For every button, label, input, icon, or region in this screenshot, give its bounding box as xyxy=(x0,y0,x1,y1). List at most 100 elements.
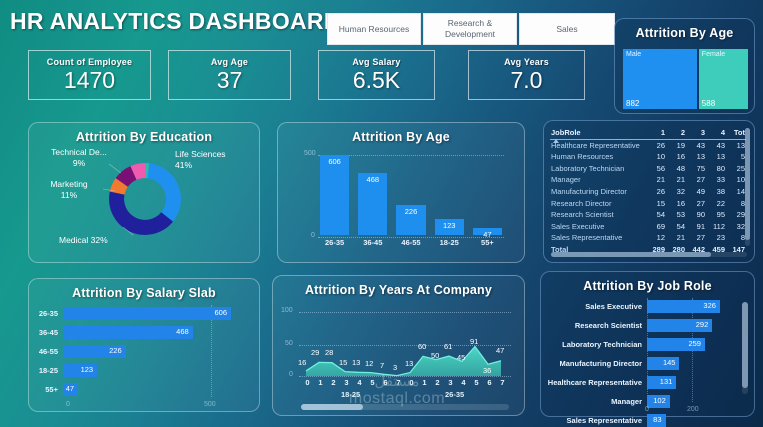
cell-role: Research Scientist xyxy=(551,210,614,220)
treemap-cell-value: 588 xyxy=(701,99,716,108)
table-horizontal-scrollbar[interactable] xyxy=(551,252,747,257)
col-header-3[interactable]: 3 xyxy=(686,127,706,140)
bar-26-35[interactable]: 606 xyxy=(63,306,231,320)
bar-row[interactable]: Research Scientist 292 xyxy=(541,317,754,333)
treemap-cell-male[interactable]: Male 882 xyxy=(623,49,697,109)
column-bar-55plus[interactable]: 47 xyxy=(472,227,503,239)
jobrole-vertical-scrollbar[interactable] xyxy=(742,302,748,394)
bar-row[interactable]: Healthcare Representative 131 xyxy=(541,374,754,390)
tab-sales[interactable]: Sales xyxy=(519,13,615,45)
bar-55plus[interactable]: 47 xyxy=(63,382,79,396)
kpi-label: Avg Years xyxy=(504,57,549,68)
table-row[interactable]: Research Director 15 16 27 22 8 xyxy=(550,198,746,210)
bar-healthcare-representative[interactable]: 131 xyxy=(647,375,677,389)
table-row[interactable]: Sales Representative 12 21 27 23 8 xyxy=(550,232,746,244)
donut-slice-other[interactable] xyxy=(130,162,146,180)
bar-36-45[interactable]: 468 xyxy=(63,325,193,339)
bar-row[interactable]: Sales Representative 83 xyxy=(541,412,754,427)
donut-slice-marketing[interactable] xyxy=(109,178,128,195)
bar-row[interactable]: 55+ 47 xyxy=(29,381,259,397)
col-header-4[interactable]: 4 xyxy=(706,127,726,140)
kpi-value: 37 xyxy=(216,67,243,94)
bar-research-scientist[interactable]: 292 xyxy=(647,318,713,332)
bar-sales-representative[interactable]: 83 xyxy=(647,413,666,427)
bar-laboratory-technician[interactable]: 259 xyxy=(647,337,705,351)
x-tick: 4 xyxy=(461,378,466,387)
column-item[interactable]: 123 xyxy=(434,155,464,235)
cell-role: Human Resources xyxy=(551,152,614,162)
x-tick: 55+ xyxy=(481,238,494,247)
bar-manager[interactable]: 102 xyxy=(647,394,670,408)
table-row[interactable]: Research Scientist 54 53 90 95 29 xyxy=(550,209,746,221)
bar-row[interactable]: Sales Executive 326 xyxy=(541,298,754,314)
column-bar-46-55[interactable]: 226 xyxy=(396,205,426,235)
bar-sales-executive[interactable]: 326 xyxy=(647,299,720,313)
column-bar-36-45[interactable]: 468 xyxy=(358,173,388,235)
point-label: 16 xyxy=(298,358,307,367)
sort-ascending-icon[interactable] xyxy=(553,139,559,143)
donut-slice-life-sciences-b[interactable] xyxy=(161,210,176,222)
point-label: 29 xyxy=(311,348,320,357)
cell-c4: 23 xyxy=(716,233,725,243)
scrollbar-thumb[interactable] xyxy=(745,128,750,240)
cell-total: 147 xyxy=(732,244,745,254)
y-tick-50: 50 xyxy=(285,340,293,347)
tab-human-resources[interactable]: Human Resources xyxy=(327,13,421,45)
scrollbar-thumb[interactable] xyxy=(551,252,711,257)
table-row[interactable]: Manager 21 21 27 33 10 xyxy=(550,174,746,186)
treemap-chart: Male 882 Female 588 xyxy=(623,49,748,109)
cell-c4: 22 xyxy=(716,198,725,208)
area-chart: 100 50 0 16 29 28 15 13 12 7 3 13 60 50 … xyxy=(273,300,526,417)
col-header-1[interactable]: 1 xyxy=(646,127,666,140)
table-row[interactable]: Human Resources 10 16 13 13 5 xyxy=(550,151,746,163)
donut-slice-human-resources[interactable] xyxy=(145,163,150,179)
bar-category: Laboratory Technician xyxy=(562,339,642,349)
bar-18-25[interactable]: 123 xyxy=(63,363,98,377)
column-item[interactable]: 606 xyxy=(320,155,350,235)
table-row[interactable]: Laboratory Technician 56 48 75 80 25 xyxy=(550,163,746,175)
treemap-cell-female[interactable]: Female 588 xyxy=(698,49,748,109)
area-horizontal-scrollbar[interactable] xyxy=(301,404,509,410)
bar-manufacturing-director[interactable]: 145 xyxy=(647,356,680,370)
bar-row[interactable]: 46-55 226 xyxy=(29,343,259,359)
table-row[interactable]: Manufacturing Director 26 32 49 38 14 xyxy=(550,186,746,198)
col-header-jobrole[interactable]: JobRole xyxy=(550,127,646,140)
x-tick-500: 500 xyxy=(204,401,216,408)
x-tick: 36-45 xyxy=(363,238,383,247)
bar-46-55[interactable]: 226 xyxy=(63,344,126,358)
column-item[interactable]: 47 xyxy=(472,155,503,239)
col-header-2[interactable]: 2 xyxy=(666,127,686,140)
donut-label-pct: 11% xyxy=(60,189,78,200)
kpi-value: 7.0 xyxy=(510,67,543,94)
donut-slice-technical-degree[interactable] xyxy=(115,166,137,187)
bar-row[interactable]: 18-25 123 xyxy=(29,362,259,378)
col-header-total[interactable]: Tot xyxy=(726,127,746,140)
scrollbar-thumb[interactable] xyxy=(301,404,363,410)
column-item[interactable]: 468 xyxy=(358,155,388,235)
cell-c4: 80 xyxy=(716,163,725,173)
column-item[interactable]: 226 xyxy=(396,155,426,235)
cell-role: Total xyxy=(551,244,569,254)
table-vertical-scrollbar[interactable] xyxy=(745,128,750,246)
bar-row[interactable]: 36-45 468 xyxy=(29,324,259,340)
cell-c3: 442 xyxy=(692,244,705,254)
donut-slice-life-sciences[interactable] xyxy=(147,163,181,219)
scrollbar-thumb[interactable] xyxy=(742,302,748,388)
bar-row[interactable]: Manufacturing Director 145 xyxy=(541,355,754,371)
column-value: 606 xyxy=(328,157,341,166)
page-title: HR ANALYTICS DASHBOARD xyxy=(10,8,341,34)
donut-slice-medical[interactable] xyxy=(109,191,173,235)
bar-row[interactable]: Manager 102 xyxy=(541,393,754,409)
bar-row[interactable]: 26-35 606 xyxy=(29,305,259,321)
table-row[interactable]: Healthcare Representative 26 19 43 43 13 xyxy=(550,139,746,151)
table-row[interactable]: Sales Executive 69 54 91 112 32 xyxy=(550,221,746,233)
x-tick: 18-25 xyxy=(439,238,459,247)
column-bar-26-35[interactable]: 606 xyxy=(320,155,350,235)
bar-value: 292 xyxy=(695,319,709,329)
point-label: 45 xyxy=(457,353,466,362)
x-tick: 3 xyxy=(344,378,349,387)
column-bar-18-25[interactable]: 123 xyxy=(434,218,464,235)
tab-research-development[interactable]: Research & Development xyxy=(423,13,517,45)
bar-row[interactable]: Laboratory Technician 259 xyxy=(541,336,754,352)
cell-role: Manager xyxy=(551,175,581,185)
